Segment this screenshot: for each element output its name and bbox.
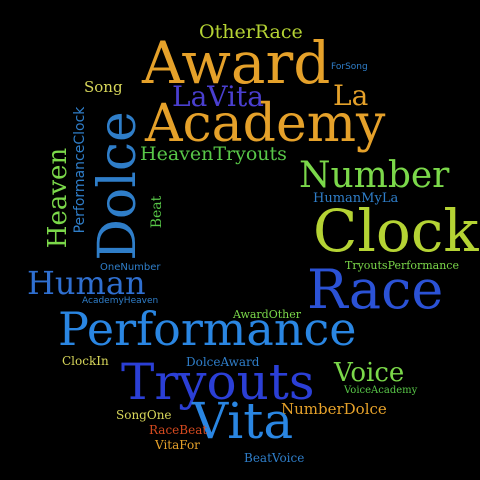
- word-onenumber: OneNumber: [100, 262, 161, 273]
- word-beat: Beat: [149, 195, 165, 229]
- word-human: Human: [27, 264, 146, 302]
- word-voice: Voice: [334, 358, 405, 388]
- word-vitafor: VitaFor: [155, 438, 200, 452]
- word-tryoutsperformance: TryoutsPerformance: [345, 259, 459, 272]
- word-la: La: [333, 79, 369, 112]
- word-number: Number: [299, 155, 450, 196]
- word-tryouts: Tryouts: [121, 353, 315, 411]
- word-otherrace: OtherRace: [199, 21, 303, 43]
- word-heaventryouts: HeavenTryouts: [140, 143, 287, 165]
- word-lavita: LaVita: [172, 80, 264, 113]
- word-performanceclock: PerformanceClock: [72, 106, 88, 234]
- word-beatvoice: BeatVoice: [244, 451, 305, 465]
- word-vita: Vita: [192, 392, 294, 450]
- word-songone: SongOne: [116, 408, 172, 422]
- word-racebeat: RaceBeat: [149, 423, 208, 437]
- word-forsong: ForSong: [331, 62, 368, 72]
- word-performance: Performance: [58, 302, 357, 356]
- word-heaven: Heaven: [43, 147, 73, 249]
- word-dolceaward: DolceAward: [186, 355, 260, 369]
- word-award: Award: [142, 29, 331, 97]
- word-song: Song: [84, 78, 123, 96]
- word-numberdolce: NumberDolce: [281, 400, 387, 418]
- word-academyheaven: AcademyHeaven: [82, 296, 159, 306]
- word-clockin: ClockIn: [62, 354, 109, 368]
- word-dolce: Dolce: [88, 111, 148, 261]
- word-academy: Academy: [145, 94, 386, 154]
- word-clock: Clock: [313, 197, 479, 265]
- word-voiceacademy: VoiceAcademy: [344, 385, 418, 396]
- word-awardother: AwardOther: [233, 308, 302, 321]
- word-race: Race: [307, 258, 444, 321]
- word-humanmyla: HumanMyLa: [313, 191, 399, 206]
